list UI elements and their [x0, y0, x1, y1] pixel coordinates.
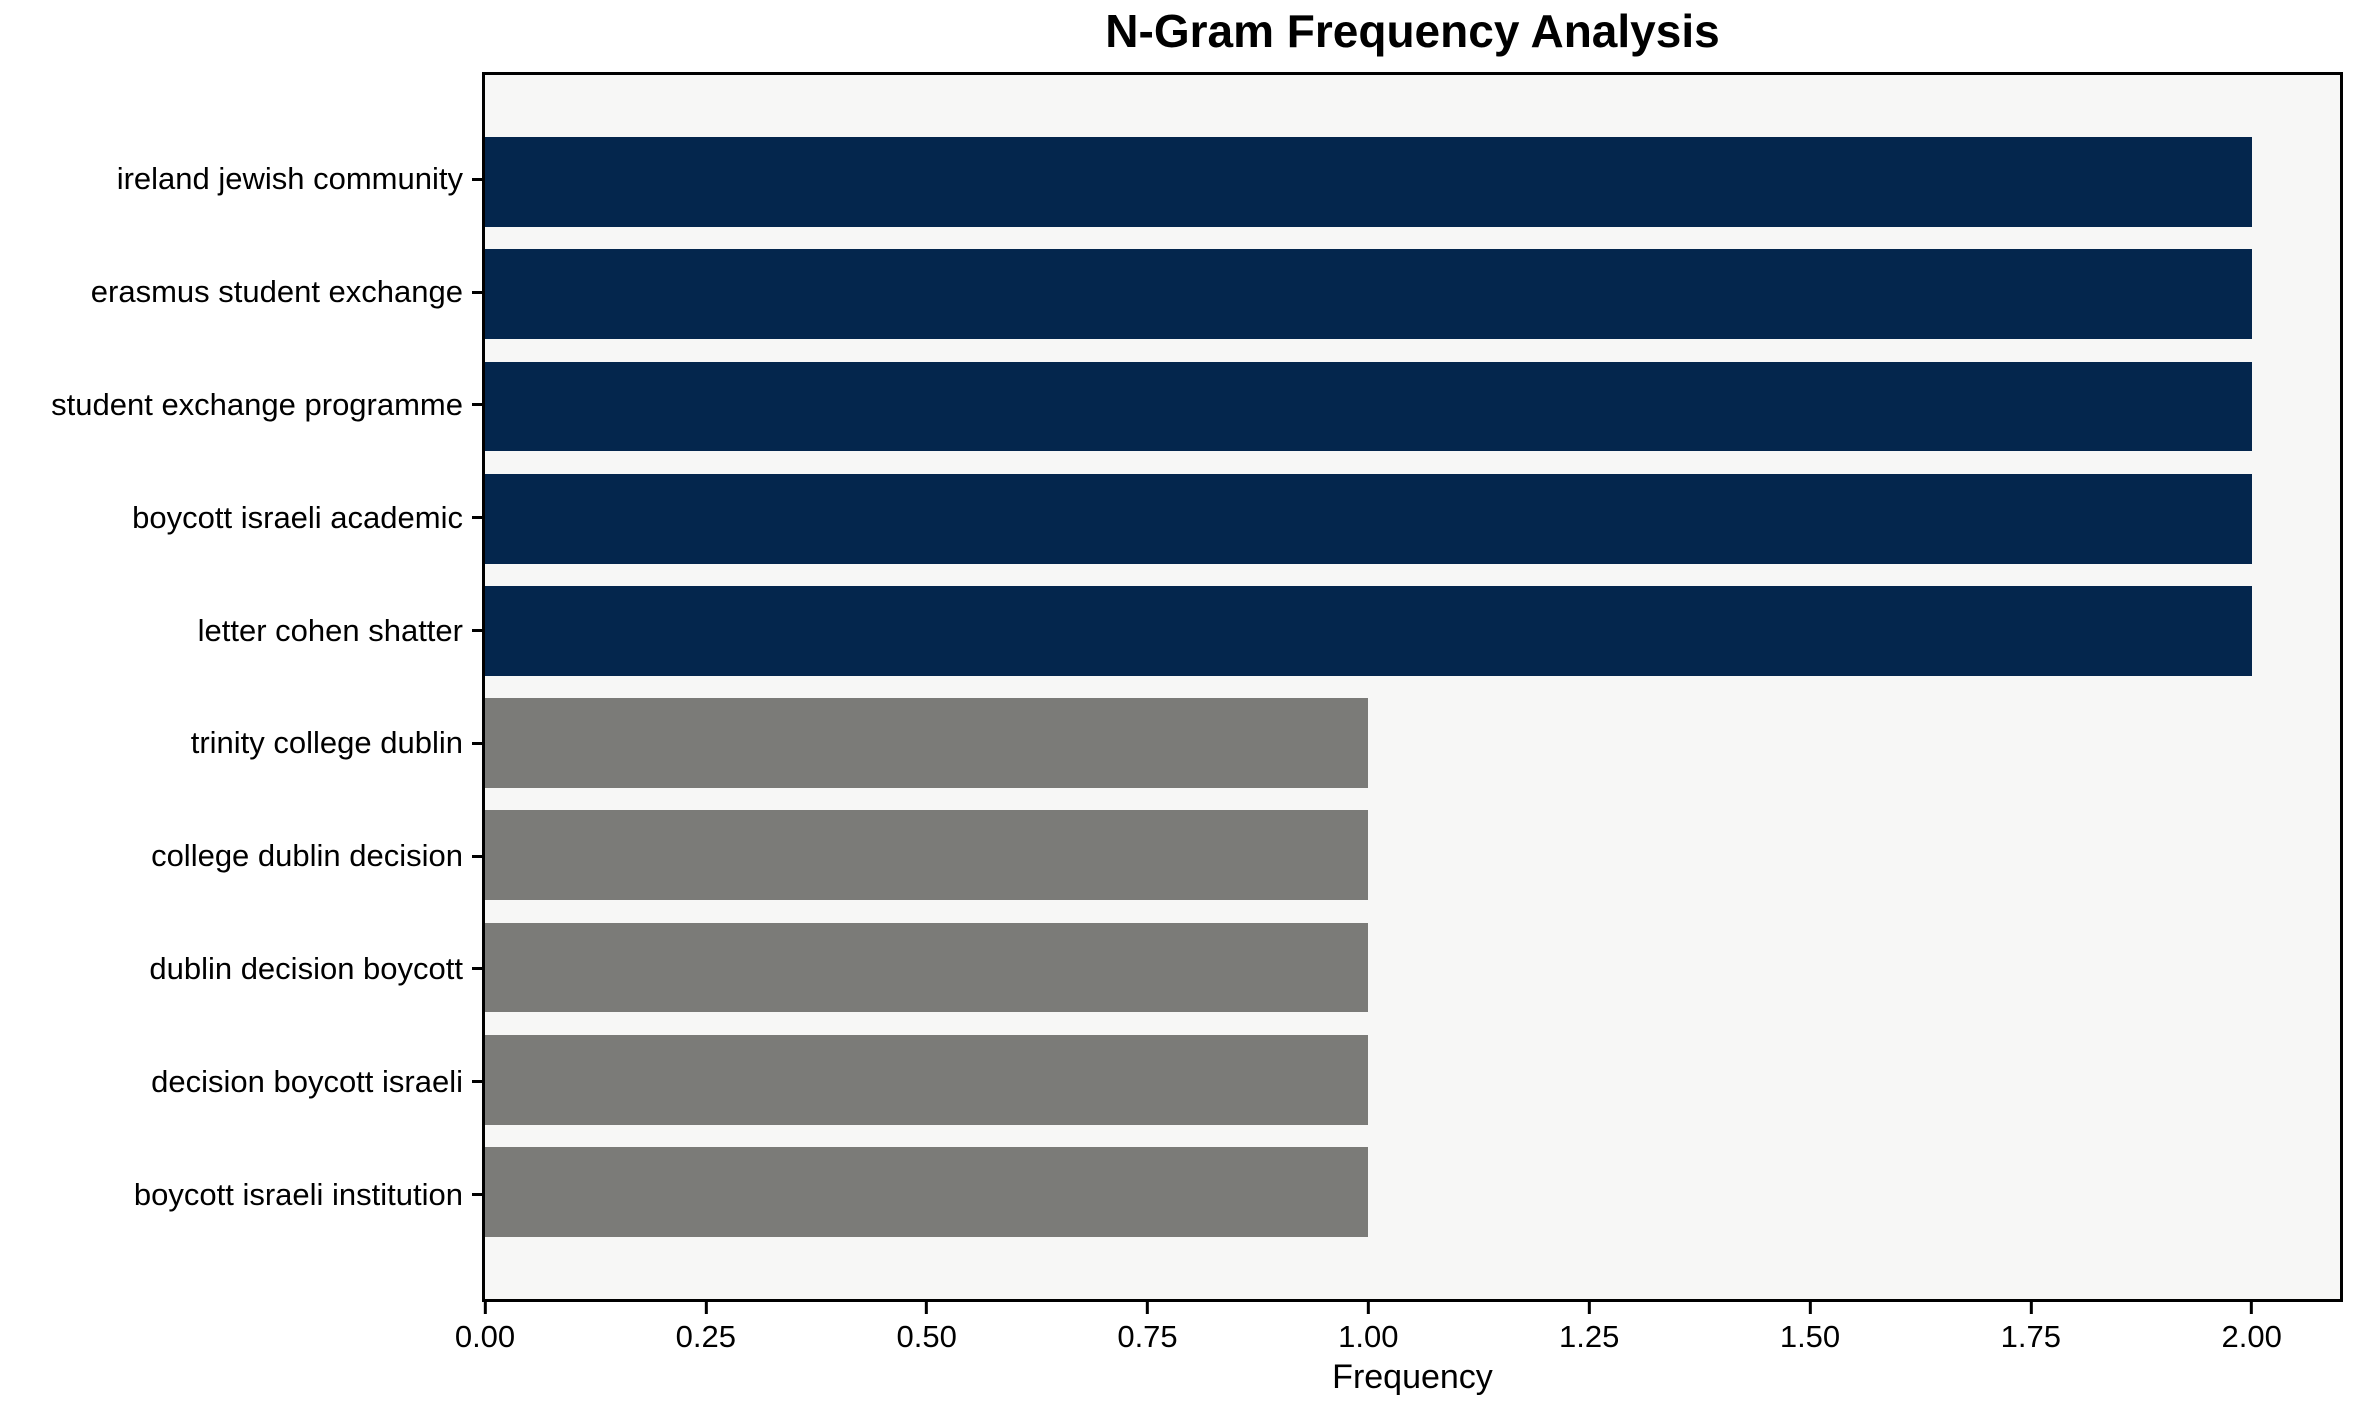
- x-axis: 0.00 0.25 0.50 0.75 1.00 1.25 1.50 1.75 2.00: [455, 1302, 2340, 1372]
- x-tick: 0.25: [676, 1302, 736, 1355]
- bar: [485, 1147, 1369, 1237]
- x-tick-label: 1.50: [1779, 1319, 1841, 1354]
- x-tick-label: 0.00: [454, 1319, 516, 1354]
- y-label-row: trinity college dublin: [0, 687, 482, 800]
- x-tick: 2.00: [2221, 1302, 2282, 1355]
- y-label-row: decision boycott israeli: [0, 1025, 482, 1138]
- x-tick: 1.75: [2001, 1302, 2061, 1355]
- bar-row: [485, 1024, 2340, 1136]
- bar-row: [485, 350, 2340, 462]
- y-label-row: letter cohen shatter: [0, 574, 482, 687]
- x-tick-label: 1.00: [1338, 1319, 1399, 1354]
- x-tick-label: 0.25: [675, 1319, 736, 1354]
- x-tick-mark: [925, 1302, 929, 1314]
- x-tick-mark: [2250, 1302, 2254, 1314]
- y-tick-label: erasmus student exchange: [90, 274, 463, 310]
- x-tick-mark: [2029, 1302, 2033, 1314]
- bar-row: [485, 463, 2340, 575]
- y-label-row: boycott israeli institution: [0, 1138, 482, 1251]
- bar: [485, 1034, 1369, 1125]
- y-tick-label: boycott israeli institution: [133, 1176, 463, 1212]
- bar: [485, 810, 1369, 901]
- bar: [485, 698, 1369, 788]
- y-tick-label: ireland jewish community: [116, 161, 463, 197]
- x-tick-mark: [483, 1302, 487, 1314]
- x-tick-label: 0.75: [1117, 1319, 1178, 1354]
- y-tick-mark: [472, 967, 482, 971]
- bar: [485, 473, 2252, 564]
- bar-row: [485, 799, 2340, 911]
- y-tick-label: student exchange programme: [51, 386, 463, 422]
- y-tick-label: letter cohen shatter: [197, 612, 463, 648]
- x-axis-title: Frequency: [1332, 1358, 1493, 1396]
- x-tick: 1.00: [1338, 1302, 1399, 1355]
- x-tick: 0.00: [455, 1302, 515, 1355]
- y-label-row: boycott israeli academic: [0, 461, 482, 574]
- bars-container: [485, 75, 2340, 1299]
- x-tick-mark: [1146, 1302, 1149, 1314]
- x-tick-label: 0.50: [896, 1319, 957, 1354]
- y-tick-mark: [472, 1080, 482, 1084]
- y-label-row: dublin decision boycott: [0, 913, 482, 1026]
- plot-area: [482, 72, 2343, 1302]
- x-tick-mark: [1587, 1302, 1591, 1314]
- y-axis-labels: ireland jewish community erasmus student …: [0, 72, 482, 1302]
- y-label-row: ireland jewish community: [0, 123, 482, 236]
- y-tick-label: dublin decision boycott: [149, 950, 463, 986]
- x-tick: 0.50: [896, 1302, 957, 1355]
- y-tick-mark: [472, 629, 482, 633]
- bar-row: [485, 575, 2340, 687]
- y-tick-mark: [472, 741, 482, 745]
- bar-row: [485, 687, 2340, 799]
- y-tick-mark: [472, 516, 482, 520]
- x-tick: 1.50: [1780, 1302, 1840, 1355]
- y-tick-mark: [472, 403, 482, 407]
- bar-row: [485, 1136, 2340, 1248]
- bar: [485, 137, 2252, 227]
- y-label-row: college dublin decision: [0, 800, 482, 913]
- y-tick-label: decision boycott israeli: [151, 1063, 463, 1099]
- x-tick-mark: [704, 1302, 708, 1314]
- y-label-row: erasmus student exchange: [0, 236, 482, 349]
- y-label-row: student exchange programme: [0, 349, 482, 462]
- bar: [485, 922, 1369, 1013]
- y-tick-label: college dublin decision: [151, 838, 463, 874]
- x-tick: 1.25: [1559, 1302, 1619, 1355]
- chart-title: N-Gram Frequency Analysis: [1105, 5, 1720, 57]
- y-tick-label: boycott israeli academic: [132, 499, 463, 535]
- x-tick-label: 2.00: [2221, 1319, 2282, 1354]
- bar: [485, 249, 2252, 340]
- y-tick-mark: [472, 290, 482, 294]
- bar-row: [485, 911, 2340, 1023]
- y-tick-mark: [472, 854, 482, 858]
- bar: [485, 361, 2252, 452]
- x-tick-label: 1.75: [2000, 1319, 2061, 1354]
- x-tick-mark: [1366, 1302, 1370, 1314]
- x-tick: 0.75: [1117, 1302, 1178, 1355]
- x-tick-label: 1.25: [1558, 1319, 1620, 1354]
- y-tick-label: trinity college dublin: [190, 725, 463, 761]
- y-tick-mark: [472, 1193, 482, 1197]
- bar-row: [485, 126, 2340, 238]
- x-tick-mark: [1808, 1302, 1812, 1314]
- bar: [485, 586, 2252, 676]
- y-tick-mark: [472, 177, 482, 181]
- bar-row: [485, 238, 2340, 350]
